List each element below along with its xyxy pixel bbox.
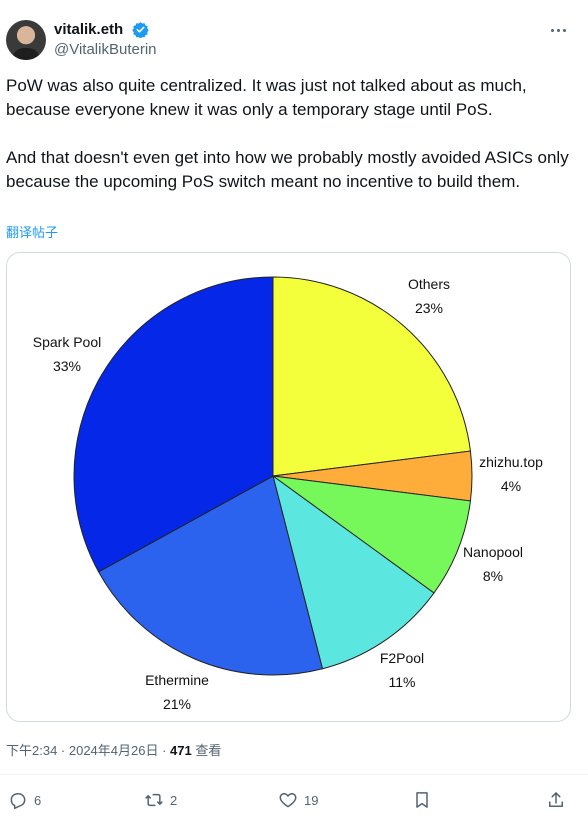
reply-button[interactable]: 6 [8, 786, 41, 814]
slice-percent-label: 33% [53, 358, 81, 374]
action-bar: 6 2 19 [0, 786, 588, 816]
slice-percent-label: 8% [483, 568, 503, 584]
pie-slice-f2pool [272, 474, 435, 670]
author-handle[interactable]: @VitalikButerin [54, 41, 157, 58]
avatar[interactable] [6, 20, 46, 60]
slice-name-label: Nanopool [463, 544, 523, 560]
tweet-header: vitalik.eth @VitalikButerin [0, 0, 588, 70]
like-button[interactable]: 19 [278, 786, 318, 814]
verified-badge-icon [132, 22, 149, 38]
retweet-button[interactable]: 2 [144, 786, 177, 814]
slice-percent-label: 11% [389, 674, 416, 690]
tweet-media-chart[interactable]: Others 23% zhizhu.top 4% Nanopool 8% F2Pool 11%… [6, 252, 571, 722]
pie-chart: Others 23% zhizhu.top 4% Nanopool 8% F2Pool 11%… [33, 276, 543, 712]
reply-count: 6 [34, 792, 42, 808]
share-icon [549, 792, 563, 807]
views-label: 查看 [191, 743, 222, 758]
like-count: 19 [304, 792, 319, 808]
more-options-icon[interactable] [546, 22, 570, 38]
tweet-paragraph: PoW was also quite centralized. It was j… [6, 76, 527, 119]
divider [0, 774, 588, 775]
slice-name-label: Spark Pool [33, 334, 101, 350]
timestamp[interactable]: 下午2:34 · 2024年4月26日 · [6, 743, 171, 758]
slice-name-label: Ethermine [145, 672, 209, 688]
tweet-paragraph: And that doesn't even get into how we pr… [6, 148, 569, 191]
tweet-metadata: 下午2:34 · 2024年4月26日 · 471 查看 [6, 740, 221, 759]
pie-slice-others [272, 276, 471, 477]
tweet-body: PoW was also quite centralized. It was j… [6, 74, 576, 194]
share-button[interactable] [546, 786, 566, 814]
view-count: 471 [170, 743, 192, 758]
slice-name-label: F2Pool [380, 650, 424, 666]
slice-percent-label: 21% [163, 696, 191, 712]
reply-icon [10, 793, 26, 810]
heart-icon [279, 793, 297, 808]
bookmark-button[interactable] [412, 786, 432, 814]
author-display-name[interactable]: vitalik.eth [54, 21, 124, 38]
bookmark-icon [416, 792, 428, 808]
slice-name-label: zhizhu.top [479, 454, 543, 470]
retweet-count: 2 [170, 792, 178, 808]
pie-slice-spark-pool [73, 276, 274, 573]
slice-name-label: Others [408, 276, 450, 292]
pie-slice-ethermine [97, 475, 324, 676]
retweet-icon [145, 793, 163, 807]
slice-percent-label: 4% [501, 478, 521, 494]
slice-percent-label: 23% [415, 300, 443, 316]
translate-post-link[interactable]: 翻译帖子 [6, 225, 59, 240]
pie-slice-nanopool [272, 475, 471, 594]
